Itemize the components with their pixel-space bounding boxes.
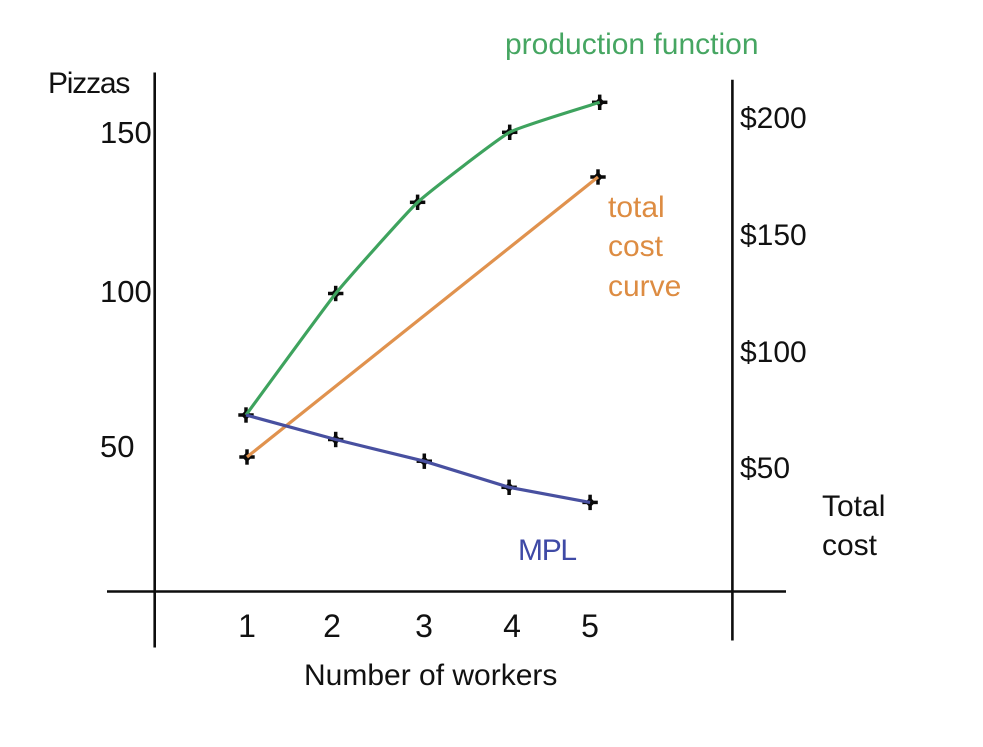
svg-text:Pizzas: Pizzas [48,67,129,100]
svg-text:curve: curve [608,270,681,303]
svg-text:4: 4 [503,608,521,644]
svg-text:$100: $100 [740,336,807,369]
svg-text:cost: cost [822,529,878,562]
svg-text:$200: $200 [740,102,807,135]
svg-text:MPL: MPL [518,534,576,567]
svg-text:1: 1 [238,608,256,644]
svg-text:$50: $50 [740,452,790,485]
svg-text:cost: cost [608,230,664,263]
svg-text:3: 3 [415,608,433,644]
svg-text:Number of workers: Number of workers [304,659,557,692]
svg-text:5: 5 [581,608,599,644]
svg-text:150: 150 [100,115,152,150]
svg-text:2: 2 [323,608,341,644]
svg-text:$150: $150 [740,219,807,252]
svg-text:total: total [608,191,665,224]
svg-text:production function: production function [505,28,759,61]
svg-text:50: 50 [100,429,134,464]
svg-text:Total: Total [822,490,885,523]
svg-text:100: 100 [100,274,152,309]
